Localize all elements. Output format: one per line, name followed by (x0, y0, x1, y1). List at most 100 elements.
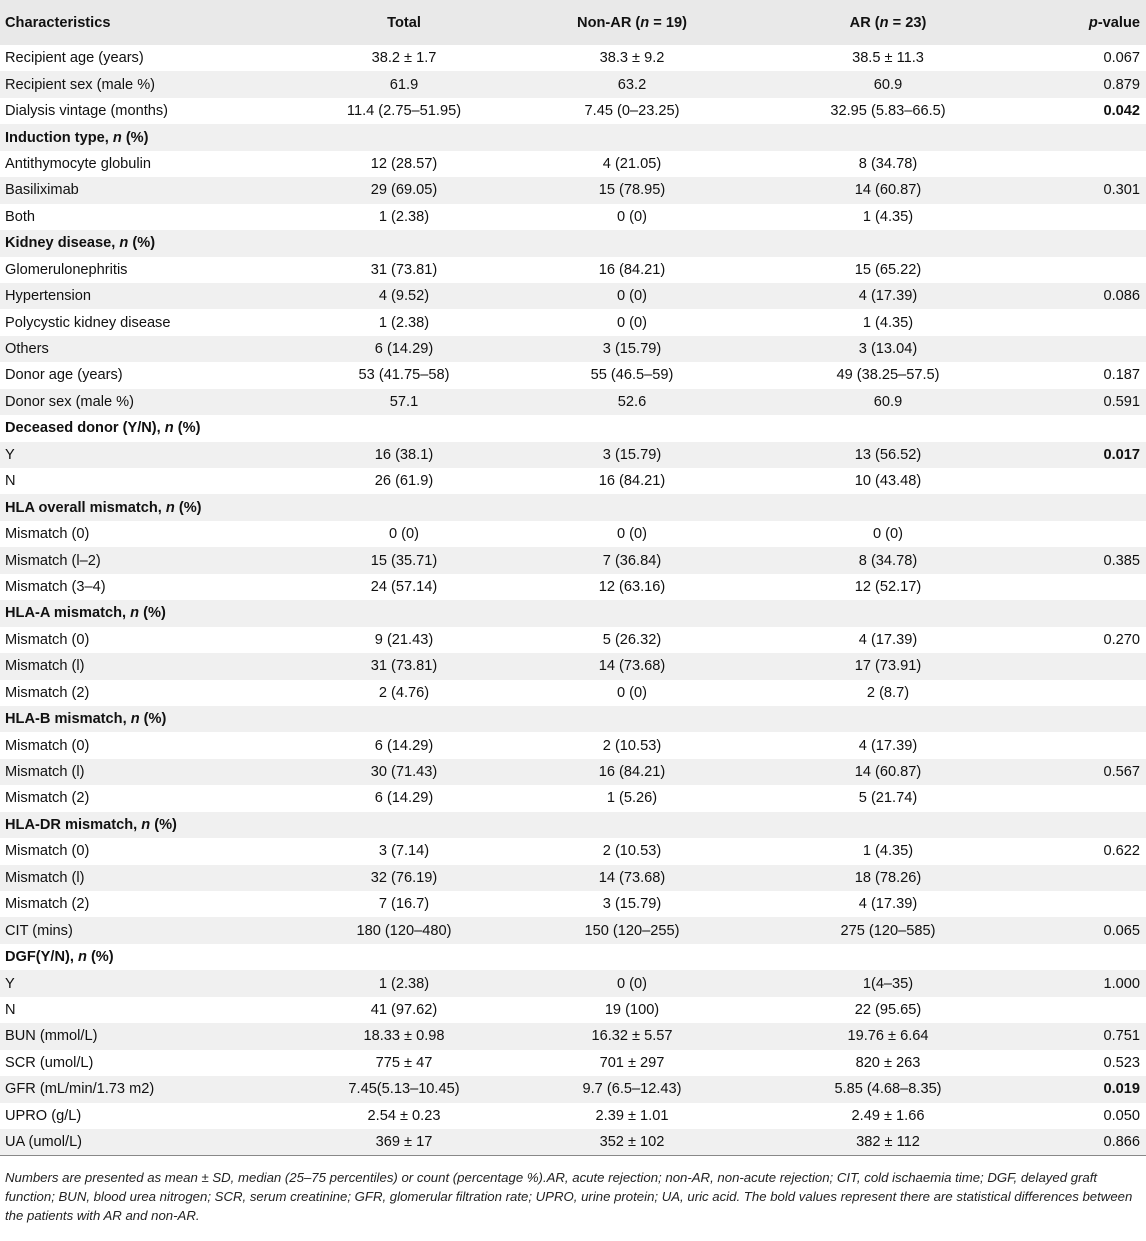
cell-p-value (1015, 309, 1146, 335)
cell-total: 6 (14.29) (374, 790, 434, 807)
row-label: N (5, 1001, 16, 1018)
row-label: Recipient sex (male %) (5, 76, 156, 93)
cell-p-value (1015, 653, 1146, 679)
cell-ar: 18 (78.26) (854, 869, 922, 886)
row-label: Mismatch (l–2) (5, 552, 101, 569)
cell-p-value (1015, 204, 1146, 230)
cell-non-ar: 0 (0) (616, 526, 647, 543)
row-label: N (5, 473, 16, 490)
table-row: Mismatch (0) 6 (14.29) 2 (10.53) 4 (17.39) (0, 732, 1146, 759)
cell-p-value: 1.000 (1103, 975, 1140, 992)
cell-p-value: 0.385 (1103, 552, 1140, 569)
row-label: Polycystic kidney disease (5, 314, 171, 331)
cell-ar: 14 (60.87) (854, 182, 922, 199)
cell-non-ar (503, 812, 761, 838)
characteristics-table: Characteristics Total Non-AR (n = 19) AR… (0, 0, 1146, 1156)
cell-ar (761, 812, 1015, 838)
row-label: Recipient age (years) (5, 50, 144, 67)
cell-p-value: 0.622 (1103, 843, 1140, 860)
row-label: Mismatch (0) (5, 526, 90, 543)
cell-non-ar: 0 (0) (616, 684, 647, 701)
cell-ar: 4 (17.39) (858, 288, 918, 305)
table-row: Hypertension 4 (9.52) 0 (0) 4 (17.39) 0.086 (0, 282, 1146, 310)
row-label: Mismatch (0) (5, 737, 90, 754)
cell-total (305, 706, 503, 732)
cell-p-value (1015, 124, 1146, 150)
row-label: Mismatch (2) (5, 790, 90, 807)
cell-p-value: 0.067 (1103, 50, 1140, 67)
row-label: Mismatch (l) (5, 658, 85, 675)
cell-total (305, 944, 503, 970)
cell-non-ar: 9.7 (6.5–12.43) (582, 1081, 682, 1098)
cell-p-value: 0.866 (1103, 1134, 1140, 1151)
header-total: Total (387, 14, 421, 31)
cell-ar: 60.9 (873, 76, 903, 93)
table-row: Basiliximab 29 (69.05) 15 (78.95) 14 (60.87… (0, 177, 1146, 204)
table-row: Mismatch (l) 32 (76.19) 14 (73.68) 18 (78.2… (0, 864, 1146, 891)
cell-non-ar: 7.45 (0–23.25) (584, 103, 680, 120)
cell-total: 7 (16.7) (378, 896, 430, 913)
cell-total: 61.9 (389, 76, 419, 93)
cell-p-value: 0.187 (1103, 367, 1140, 384)
table-row: Mismatch (0) 3 (7.14) 2 (10.53) 1 (4.35) 0.6… (0, 838, 1146, 865)
cell-total: 18.33 ± 0.98 (363, 1028, 445, 1045)
cell-p-value (1015, 521, 1146, 547)
cell-ar (761, 230, 1015, 256)
cell-total: 2.54 ± 0.23 (367, 1107, 441, 1124)
cell-ar (761, 415, 1015, 441)
row-label: Mismatch (0) (5, 843, 90, 860)
cell-total: 1 (2.38) (378, 208, 430, 225)
cell-non-ar: 14 (73.68) (598, 869, 666, 886)
cell-total: 6 (14.29) (374, 737, 434, 754)
cell-total (305, 124, 503, 150)
cell-non-ar: 7 (36.84) (602, 552, 662, 569)
cell-ar: 19.76 ± 6.64 (847, 1028, 929, 1045)
cell-total: 31 (73.81) (370, 658, 438, 675)
cell-p-value (1015, 944, 1146, 970)
section-label: HLA-DR mismatch, n (%) (5, 816, 177, 833)
table-row: Y 16 (38.1) 3 (15.79) 13 (56.52) 0.017 (0, 441, 1146, 468)
cell-ar: 1 (4.35) (862, 314, 914, 331)
table-row: Mismatch (2) 2 (4.76) 0 (0) 2 (8.7) (0, 679, 1146, 706)
cell-p-value: 0.751 (1103, 1028, 1140, 1045)
cell-ar: 8 (34.78) (858, 552, 918, 569)
cell-ar: 38.5 ± 11.3 (852, 50, 924, 67)
cell-non-ar: 14 (73.68) (598, 658, 666, 675)
cell-ar (761, 944, 1015, 970)
cell-non-ar: 16 (84.21) (598, 473, 666, 490)
cell-ar: 60.9 (873, 393, 903, 410)
cell-p-value: 0.050 (1103, 1107, 1140, 1124)
row-label: GFR (mL/min/1.73 m2) (5, 1081, 155, 1098)
cell-p-value (1015, 600, 1146, 626)
table-section-row: Induction type, n (%) (0, 124, 1146, 151)
row-label: Donor sex (male %) (5, 393, 134, 410)
table-row: Mismatch (0) 9 (21.43) 5 (26.32) 4 (17.39) 0… (0, 626, 1146, 654)
section-label: DGF(Y/N), n (%) (5, 949, 114, 966)
table-section-row: Deceased donor (Y/N), n (%) (0, 415, 1146, 442)
table-row: Recipient sex (male %) 61.9 63.2 60.9 0.879 (0, 71, 1146, 98)
cell-p-value (1015, 732, 1146, 758)
table-row: Mismatch (2) 7 (16.7) 3 (15.79) 4 (17.39) (0, 891, 1146, 918)
cell-total: 38.2 ± 1.7 (371, 50, 437, 67)
cell-non-ar: 55 (46.5–59) (590, 367, 674, 384)
cell-p-value: 0.042 (1103, 103, 1140, 120)
cell-non-ar: 3 (15.79) (602, 341, 662, 358)
table-body: Recipient age (years) 38.2 ± 1.7 38.3 ± 9.… (0, 45, 1146, 1156)
cell-ar: 14 (60.87) (854, 764, 922, 781)
cell-ar: 382 ± 112 (856, 1134, 920, 1151)
row-label: Mismatch (0) (5, 631, 90, 648)
cell-non-ar: 0 (0) (616, 208, 647, 225)
cell-total: 41 (97.62) (370, 1001, 438, 1018)
cell-non-ar: 63.2 (617, 76, 647, 93)
table-row: N 26 (61.9) 16 (84.21) 10 (43.48) (0, 468, 1146, 495)
cell-p-value (1015, 151, 1146, 177)
cell-non-ar: 0 (0) (616, 975, 647, 992)
cell-non-ar: 701 ± 297 (599, 1054, 665, 1071)
header-characteristics: Characteristics (5, 14, 111, 31)
cell-p-value: 0.017 (1103, 446, 1140, 463)
cell-non-ar: 3 (15.79) (602, 446, 662, 463)
cell-p-value (1015, 812, 1146, 838)
cell-non-ar: 19 (100) (604, 1001, 660, 1018)
cell-total: 29 (69.05) (370, 182, 438, 199)
table-row: Glomerulonephritis 31 (73.81) 16 (84.21) 15… (0, 256, 1146, 283)
